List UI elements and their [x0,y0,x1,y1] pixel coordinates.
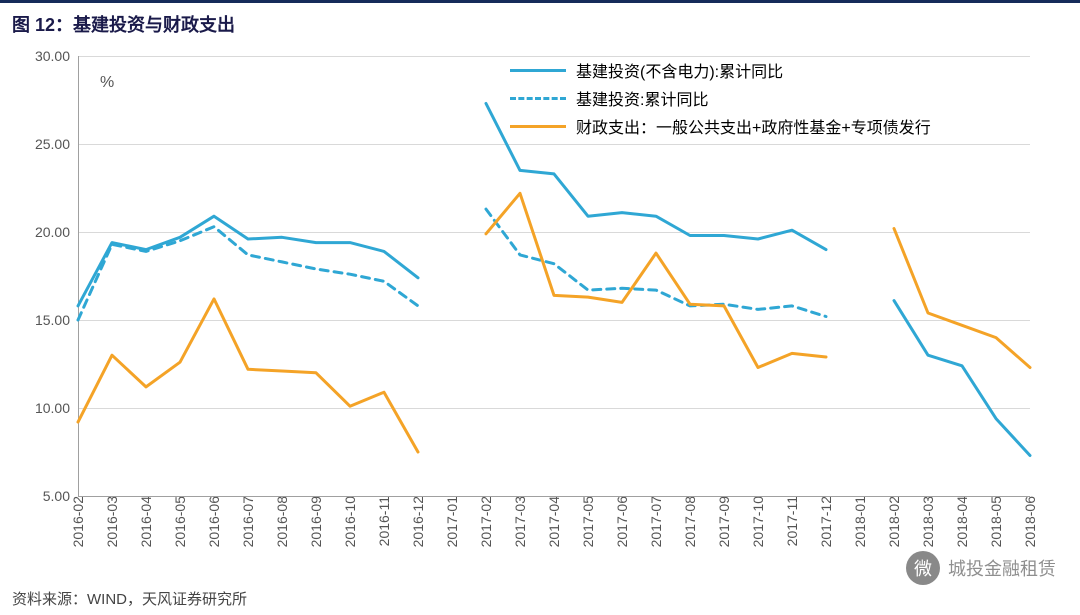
x-tick-label: 2016-06 [206,496,222,553]
x-tick-label: 2016-10 [342,496,358,553]
legend-item: 基建投资:累计同比 [510,86,931,110]
legend-label: 财政支出：一般公共支出+政府性基金+专项债发行 [576,114,931,138]
title-bar: 图 12：基建投资与财政支出 [0,0,1080,41]
x-tick-label: 2018-01 [852,496,868,553]
legend-swatch [510,69,566,72]
x-tick-label: 2018-06 [1022,496,1038,553]
plot-area: 5.0010.0015.0020.0025.0030.002016-022016… [78,56,1030,496]
legend-item: 基建投资(不含电力):累计同比 [510,58,931,82]
x-tick-label: 2018-03 [920,496,936,553]
y-tick-label: 30.00 [35,48,78,64]
watermark: 微 城投金融租赁 [906,551,1056,585]
y-tick-label: 10.00 [35,400,78,416]
x-tick-label: 2017-06 [614,496,630,553]
x-tick-label: 2016-02 [70,496,86,553]
legend: 基建投资(不含电力):累计同比基建投资:累计同比财政支出：一般公共支出+政府性基… [510,58,931,142]
legend-swatch [510,125,566,128]
y-tick-label: 25.00 [35,136,78,152]
watermark-text: 城投金融租赁 [948,555,1056,581]
series-infra_total [78,209,826,320]
x-tick-label: 2018-04 [954,496,970,553]
x-tick-label: 2016-08 [274,496,290,553]
x-tick-label: 2018-02 [886,496,902,553]
wechat-icon: 微 [906,551,940,585]
x-tick-label: 2016-12 [410,496,426,553]
legend-swatch [510,97,566,100]
source-text: 资料来源：WIND，天风证券研究所 [12,588,247,609]
x-tick-label: 2017-05 [580,496,596,553]
y-tick-label: 20.00 [35,224,78,240]
x-tick-label: 2016-09 [308,496,324,553]
legend-label: 基建投资:累计同比 [576,86,708,110]
series-infra_ex_power [78,104,1030,456]
x-tick-label: 2016-11 [376,496,392,552]
x-axis-line [78,496,1030,497]
x-tick-label: 2017-10 [750,496,766,553]
x-tick-label: 2017-12 [818,496,834,553]
x-tick-label: 2016-03 [104,496,120,553]
chart-container: 图 12：基建投资与财政支出 5.0010.0015.0020.0025.003… [0,0,1080,615]
x-tick-label: 2016-05 [172,496,188,553]
x-tick-label: 2016-04 [138,496,154,553]
x-tick-label: 2017-04 [546,496,562,553]
x-tick-label: 2017-01 [444,496,460,553]
x-tick-label: 2018-05 [988,496,1004,553]
x-tick-label: 2017-08 [682,496,698,553]
y-tick-label: 15.00 [35,312,78,328]
x-tick-label: 2017-03 [512,496,528,553]
x-tick-label: 2017-09 [716,496,732,553]
x-tick-label: 2017-07 [648,496,664,553]
x-tick-label: 2017-02 [478,496,494,553]
chart-title: 图 12：基建投资与财政支出 [12,15,235,35]
legend-label: 基建投资(不含电力):累计同比 [576,58,783,82]
x-tick-label: 2017-11 [784,496,800,552]
x-tick-label: 2016-07 [240,496,256,553]
legend-item: 财政支出：一般公共支出+政府性基金+专项债发行 [510,114,931,138]
